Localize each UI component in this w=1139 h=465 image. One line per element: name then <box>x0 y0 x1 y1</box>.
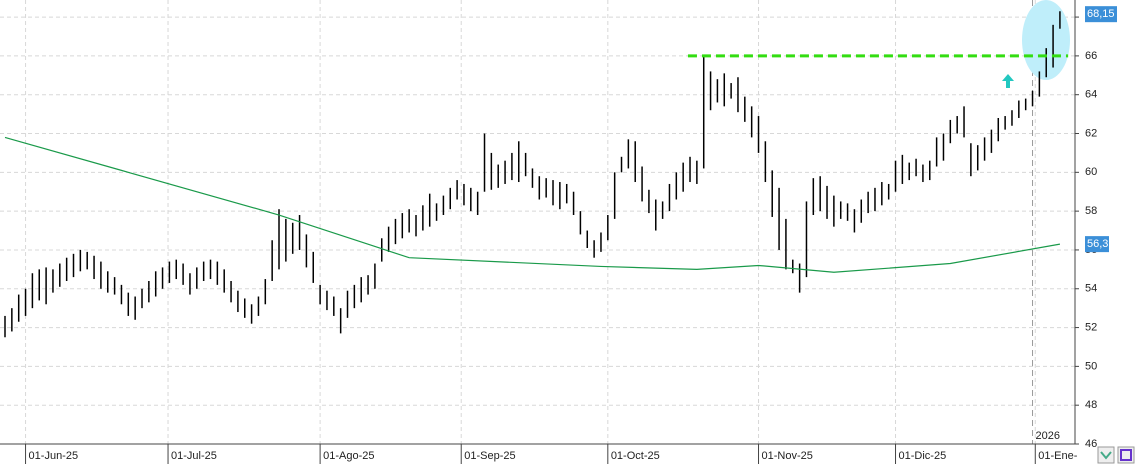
marks <box>4 11 1069 338</box>
y-tick-label: 48 <box>1085 399 1097 411</box>
x-tick-label: 01-Dic-25 <box>899 450 947 462</box>
x-tick-label: 01-Ago-25 <box>323 450 374 462</box>
price-label: 68,15 <box>1087 8 1115 20</box>
button-down-icon <box>1100 451 1112 460</box>
y-tick-label: 54 <box>1085 283 1097 295</box>
y-tick-label: 62 <box>1085 127 1097 139</box>
x-tick-label: 01-Jun-25 <box>29 450 79 462</box>
x-tick-label: 01-Oct-25 <box>611 450 660 462</box>
x-tick-label: 01-Sep-25 <box>464 450 515 462</box>
x-tick-label: 01-Ene- <box>1038 450 1077 462</box>
moving-average <box>4 136 1061 273</box>
y-tick-label: 58 <box>1085 205 1097 217</box>
price-label: 56,3 <box>1087 238 1108 250</box>
price-label-box <box>1085 6 1117 23</box>
y-tick-label: 64 <box>1085 89 1097 101</box>
x-tick-label: 01-Nov-25 <box>762 450 813 462</box>
price-label-box <box>1085 236 1109 253</box>
up-arrow <box>1002 74 1014 88</box>
button-save-icon <box>1120 449 1132 461</box>
y-tick-label: 60 <box>1085 166 1097 178</box>
x-tick-label: 01-Jul-25 <box>171 450 217 462</box>
year-label: 2026 <box>1036 430 1060 442</box>
y-tick-label: 50 <box>1085 360 1097 372</box>
y-tick-label: 46 <box>1085 438 1097 450</box>
button-down[interactable] <box>1097 446 1115 464</box>
highlight-ellipse <box>1022 0 1070 80</box>
y-tick-label: 66 <box>1085 50 1097 62</box>
y-tick-label: 52 <box>1085 321 1097 333</box>
